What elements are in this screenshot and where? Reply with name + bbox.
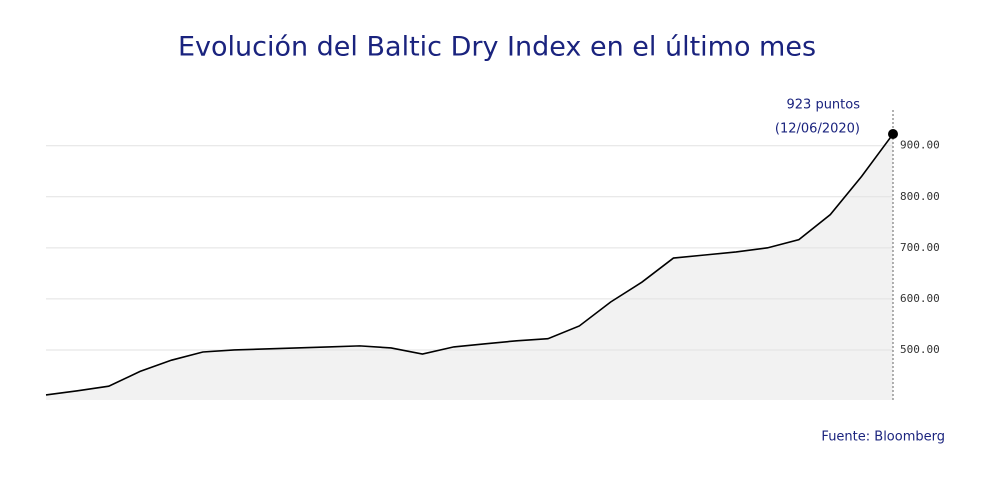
annotation: (12/06/2020) xyxy=(775,122,860,137)
annotation: 923 puntos xyxy=(787,98,861,113)
chart-title: Evolución del Baltic Dry Index en el últ… xyxy=(178,32,816,63)
line xyxy=(45,133,894,396)
y-tick-label: 900.00 xyxy=(900,139,940,152)
area xyxy=(46,133,893,401)
y-tick-label: 500.00 xyxy=(900,343,940,356)
last-point xyxy=(888,128,898,139)
y-tick-label: 700.00 xyxy=(900,241,940,254)
y-tick-label: 600.00 xyxy=(900,292,940,305)
source: Fuente: Bloomberg xyxy=(821,430,945,445)
y-tick-label: 800.00 xyxy=(900,190,940,203)
